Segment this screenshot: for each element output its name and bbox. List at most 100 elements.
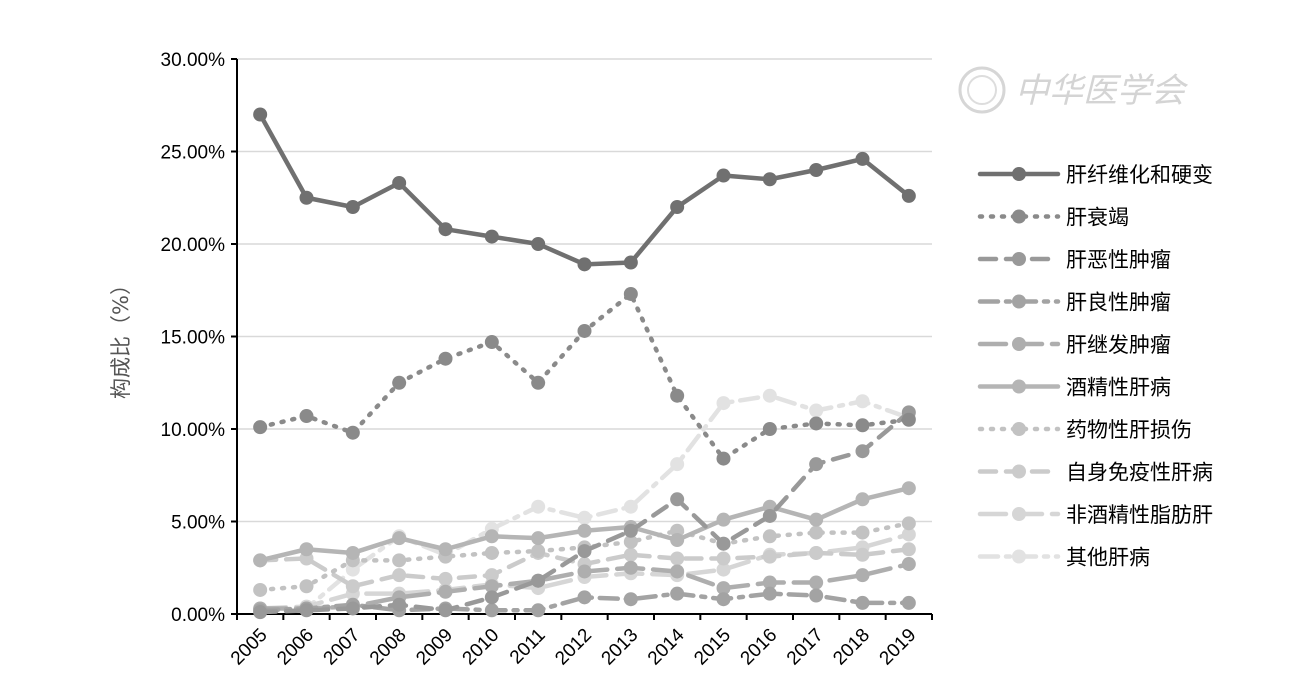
data-point bbox=[809, 588, 824, 603]
legend-marker bbox=[1012, 422, 1026, 436]
y-tick-label: 30.00% bbox=[161, 50, 226, 71]
data-point bbox=[855, 547, 870, 562]
data-point bbox=[855, 525, 870, 540]
data-point bbox=[299, 542, 314, 557]
data-point bbox=[901, 188, 916, 203]
data-point bbox=[901, 527, 916, 542]
legend-item: 肝继发肿瘤 bbox=[977, 333, 1171, 357]
y-axis-label: 构成比（%） bbox=[109, 274, 133, 399]
watermark-text: 中华医学会 bbox=[1015, 71, 1189, 111]
data-point bbox=[762, 508, 777, 523]
data-point bbox=[531, 237, 546, 251]
data-point bbox=[670, 492, 685, 507]
data-point bbox=[716, 536, 731, 551]
data-point bbox=[623, 534, 638, 549]
series-6 bbox=[253, 481, 916, 568]
data-point bbox=[855, 568, 870, 583]
x-tick-label: 2014 bbox=[644, 624, 689, 669]
watermark-seal-inner-icon bbox=[967, 75, 997, 105]
data-point bbox=[670, 533, 685, 547]
legend-item: 自身免疫性肝病 bbox=[977, 461, 1213, 485]
legend-label: 药物性肝损伤 bbox=[1066, 418, 1192, 442]
legend-item: 酒精性肝病 bbox=[977, 376, 1171, 400]
data-point bbox=[484, 545, 499, 560]
legend-marker bbox=[1012, 294, 1026, 309]
data-point bbox=[623, 286, 638, 301]
legend-item: 非酒精性脂肪肝 bbox=[977, 503, 1213, 527]
data-point bbox=[531, 375, 546, 390]
data-point bbox=[670, 551, 685, 566]
data-point bbox=[345, 200, 360, 214]
legend-item: 肝良性肿瘤 bbox=[977, 291, 1171, 315]
data-point bbox=[392, 175, 407, 190]
data-point bbox=[809, 416, 824, 431]
legend-label: 肝良性肿瘤 bbox=[1066, 291, 1171, 315]
data-point bbox=[855, 444, 870, 459]
legend-label: 自身免疫性肝病 bbox=[1066, 461, 1213, 485]
data-point bbox=[623, 592, 638, 607]
legend-marker bbox=[1012, 337, 1026, 351]
legend-item: 药物性肝损伤 bbox=[977, 418, 1192, 442]
x-tick-label: 2009 bbox=[412, 625, 457, 670]
legend-marker bbox=[1012, 379, 1026, 394]
legend-marker bbox=[1012, 209, 1026, 224]
legend-label: 其他肝病 bbox=[1066, 546, 1150, 570]
data-point bbox=[392, 531, 407, 546]
legend: 肝纤维化和硬变肝衰竭肝恶性肿瘤肝良性肿瘤肝继发肿瘤酒精性肝病药物性肝损伤自身免疫… bbox=[977, 163, 1213, 570]
legend-label: 肝恶性肿瘤 bbox=[1066, 248, 1171, 272]
series-1 bbox=[253, 107, 916, 272]
data-point bbox=[762, 422, 777, 436]
data-point bbox=[577, 564, 592, 579]
grid-lines bbox=[237, 58, 932, 523]
data-point bbox=[253, 107, 268, 122]
data-point bbox=[438, 571, 453, 586]
data-point bbox=[484, 229, 499, 244]
legend-label: 肝继发肿瘤 bbox=[1066, 333, 1171, 357]
legend-item: 其他肝病 bbox=[977, 546, 1150, 570]
data-point bbox=[531, 544, 546, 559]
legend-marker bbox=[1012, 549, 1026, 564]
data-point bbox=[345, 601, 360, 616]
data-point bbox=[345, 545, 360, 560]
x-tick-label: 2015 bbox=[690, 625, 735, 670]
x-tick-label: 2013 bbox=[598, 625, 643, 670]
x-tick-label: 2008 bbox=[366, 625, 411, 670]
data-point bbox=[809, 403, 824, 418]
y-tick-label: 25.00% bbox=[161, 143, 226, 164]
y-tick-label: 15.00% bbox=[161, 328, 226, 349]
data-point bbox=[716, 512, 731, 527]
data-point bbox=[809, 525, 824, 540]
series-line bbox=[257, 112, 912, 267]
data-point bbox=[299, 603, 314, 618]
series-lines bbox=[253, 107, 916, 620]
data-point bbox=[253, 605, 268, 620]
y-tick-label: 20.00% bbox=[161, 235, 226, 256]
data-point bbox=[762, 575, 777, 590]
data-point bbox=[345, 579, 360, 594]
data-point bbox=[762, 388, 777, 403]
data-point bbox=[901, 595, 916, 610]
y-tick-label: 10.00% bbox=[161, 420, 226, 441]
data-point bbox=[762, 529, 777, 544]
data-point bbox=[716, 592, 731, 607]
data-point bbox=[531, 603, 546, 618]
data-point bbox=[299, 409, 314, 424]
data-point bbox=[762, 172, 777, 187]
data-point bbox=[716, 581, 731, 596]
legend-marker bbox=[1012, 464, 1026, 479]
y-tick-label: 0.00% bbox=[171, 605, 225, 626]
data-point bbox=[670, 586, 685, 601]
data-point bbox=[855, 492, 870, 507]
data-point bbox=[299, 190, 314, 205]
data-point bbox=[855, 595, 870, 610]
y-tick-label: 5.00% bbox=[171, 513, 225, 534]
data-point bbox=[392, 553, 407, 568]
data-point bbox=[716, 396, 731, 411]
legend-marker bbox=[1012, 167, 1026, 181]
data-point bbox=[670, 457, 685, 472]
data-point bbox=[809, 457, 824, 472]
x-tick-labels: 2005 2006 2007 2008 2009 2010 2011 2012 2013 2014… bbox=[227, 624, 920, 669]
data-point bbox=[577, 590, 592, 605]
x-tick-label: 2019 bbox=[876, 625, 921, 670]
